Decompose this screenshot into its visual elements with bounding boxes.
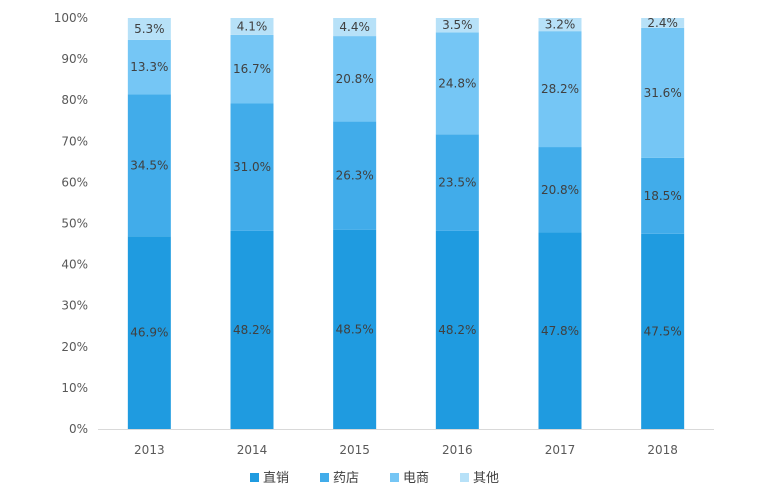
bar-2015-直销: [333, 229, 377, 429]
legend: 直销 药店 电商 其他: [250, 471, 499, 486]
data-labels-layer: 46.9% 34.5% 13.3% 5.3% 48.2% 31.0% 16.7% 4.1% 48…: [130, 16, 681, 340]
data-label-2013-其他: 5.3%: [134, 22, 165, 36]
bars-layer: [127, 18, 685, 429]
data-label-2014-电商: 16.7%: [233, 62, 271, 76]
bar-2016-直销: [435, 230, 479, 429]
data-label-2018-直销: 47.5%: [644, 324, 682, 338]
bar-2017-直销: [538, 232, 582, 429]
data-label-2017-直销: 47.8%: [541, 324, 579, 338]
y-tick-label-4: 40%: [61, 258, 88, 272]
bar-2015-其他: [333, 18, 377, 37]
data-label-2013-电商: 13.3%: [130, 60, 168, 74]
x-tick-label-2017: 2017: [545, 443, 576, 457]
data-label-2015-药店: 26.3%: [336, 169, 374, 183]
y-tick-label-7: 70%: [61, 134, 88, 148]
bar-2018-药店: [641, 157, 685, 234]
legend-swatch-直销: [250, 473, 259, 482]
data-label-2014-直销: 48.2%: [233, 323, 271, 337]
y-tick-label-6: 60%: [61, 175, 88, 189]
data-label-2015-直销: 48.5%: [336, 322, 374, 336]
bar-2016-电商: [435, 32, 479, 135]
y-tick-label-5: 50%: [61, 217, 88, 231]
y-tick-label-9: 90%: [61, 52, 88, 66]
y-tick-label-3: 30%: [61, 299, 88, 313]
bar-2017-药店: [538, 147, 582, 233]
x-tick-label-2015: 2015: [339, 443, 370, 457]
x-tick-label-2013: 2013: [134, 443, 165, 457]
bar-2013-直销: [127, 236, 171, 429]
data-label-2013-药店: 34.5%: [130, 158, 168, 172]
data-label-2014-其他: 4.1%: [237, 19, 268, 33]
y-tick-label-0: 0%: [69, 422, 88, 436]
legend-swatch-药店: [320, 473, 329, 482]
data-label-2016-其他: 3.5%: [442, 18, 473, 32]
legend-swatch-其他: [460, 473, 469, 482]
bar-2014-药店: [230, 103, 274, 231]
legend-label-药店: 药店: [333, 471, 359, 486]
bar-2014-电商: [230, 34, 274, 104]
y-tick-label-10: 100%: [54, 11, 88, 25]
legend-swatch-电商: [390, 473, 399, 482]
data-label-2015-其他: 4.4%: [339, 20, 370, 34]
bar-2015-药店: [333, 121, 377, 230]
data-label-2018-药店: 18.5%: [644, 189, 682, 203]
bar-2017-其他: [538, 18, 582, 32]
bar-2016-其他: [435, 18, 479, 33]
y-tick-label-1: 10%: [61, 381, 88, 395]
data-label-2018-其他: 2.4%: [647, 16, 678, 30]
y-tick-label-8: 80%: [61, 93, 88, 107]
x-tick-label-2016: 2016: [442, 443, 473, 457]
bar-2015-电商: [333, 36, 377, 122]
data-label-2016-直销: 48.2%: [438, 323, 476, 337]
legend-label-直销: 直销: [263, 471, 289, 486]
axes-layer: 2013 2014 2015 2016 2017 2018 0% 10% 20% 30% 40% 50…: [54, 11, 714, 457]
x-tick-label-2014: 2014: [237, 443, 268, 457]
data-label-2017-其他: 3.2%: [545, 18, 576, 32]
x-tick-label-2018: 2018: [647, 443, 678, 457]
data-label-2017-药店: 20.8%: [541, 183, 579, 197]
data-label-2017-电商: 28.2%: [541, 82, 579, 96]
bar-2016-药店: [435, 134, 479, 231]
data-label-2015-电商: 20.8%: [336, 72, 374, 86]
bar-2013-电商: [127, 39, 171, 95]
bar-2014-直销: [230, 230, 274, 429]
y-tick-label-2: 20%: [61, 340, 88, 354]
legend-label-其他: 其他: [473, 471, 499, 486]
bar-2013-药店: [127, 94, 171, 237]
data-label-2014-药店: 31.0%: [233, 160, 271, 174]
bar-2017-电商: [538, 31, 582, 148]
bar-2013-其他: [127, 18, 171, 40]
data-label-2016-电商: 24.8%: [438, 76, 476, 90]
bar-2018-直销: [641, 233, 685, 429]
bar-2018-其他: [641, 18, 685, 28]
legend-label-电商: 电商: [403, 471, 429, 486]
data-label-2018-电商: 31.6%: [644, 86, 682, 100]
data-label-2016-药店: 23.5%: [438, 176, 476, 190]
data-label-2013-直销: 46.9%: [130, 326, 168, 340]
bar-2018-电商: [641, 27, 685, 158]
bar-2014-其他: [230, 18, 274, 35]
